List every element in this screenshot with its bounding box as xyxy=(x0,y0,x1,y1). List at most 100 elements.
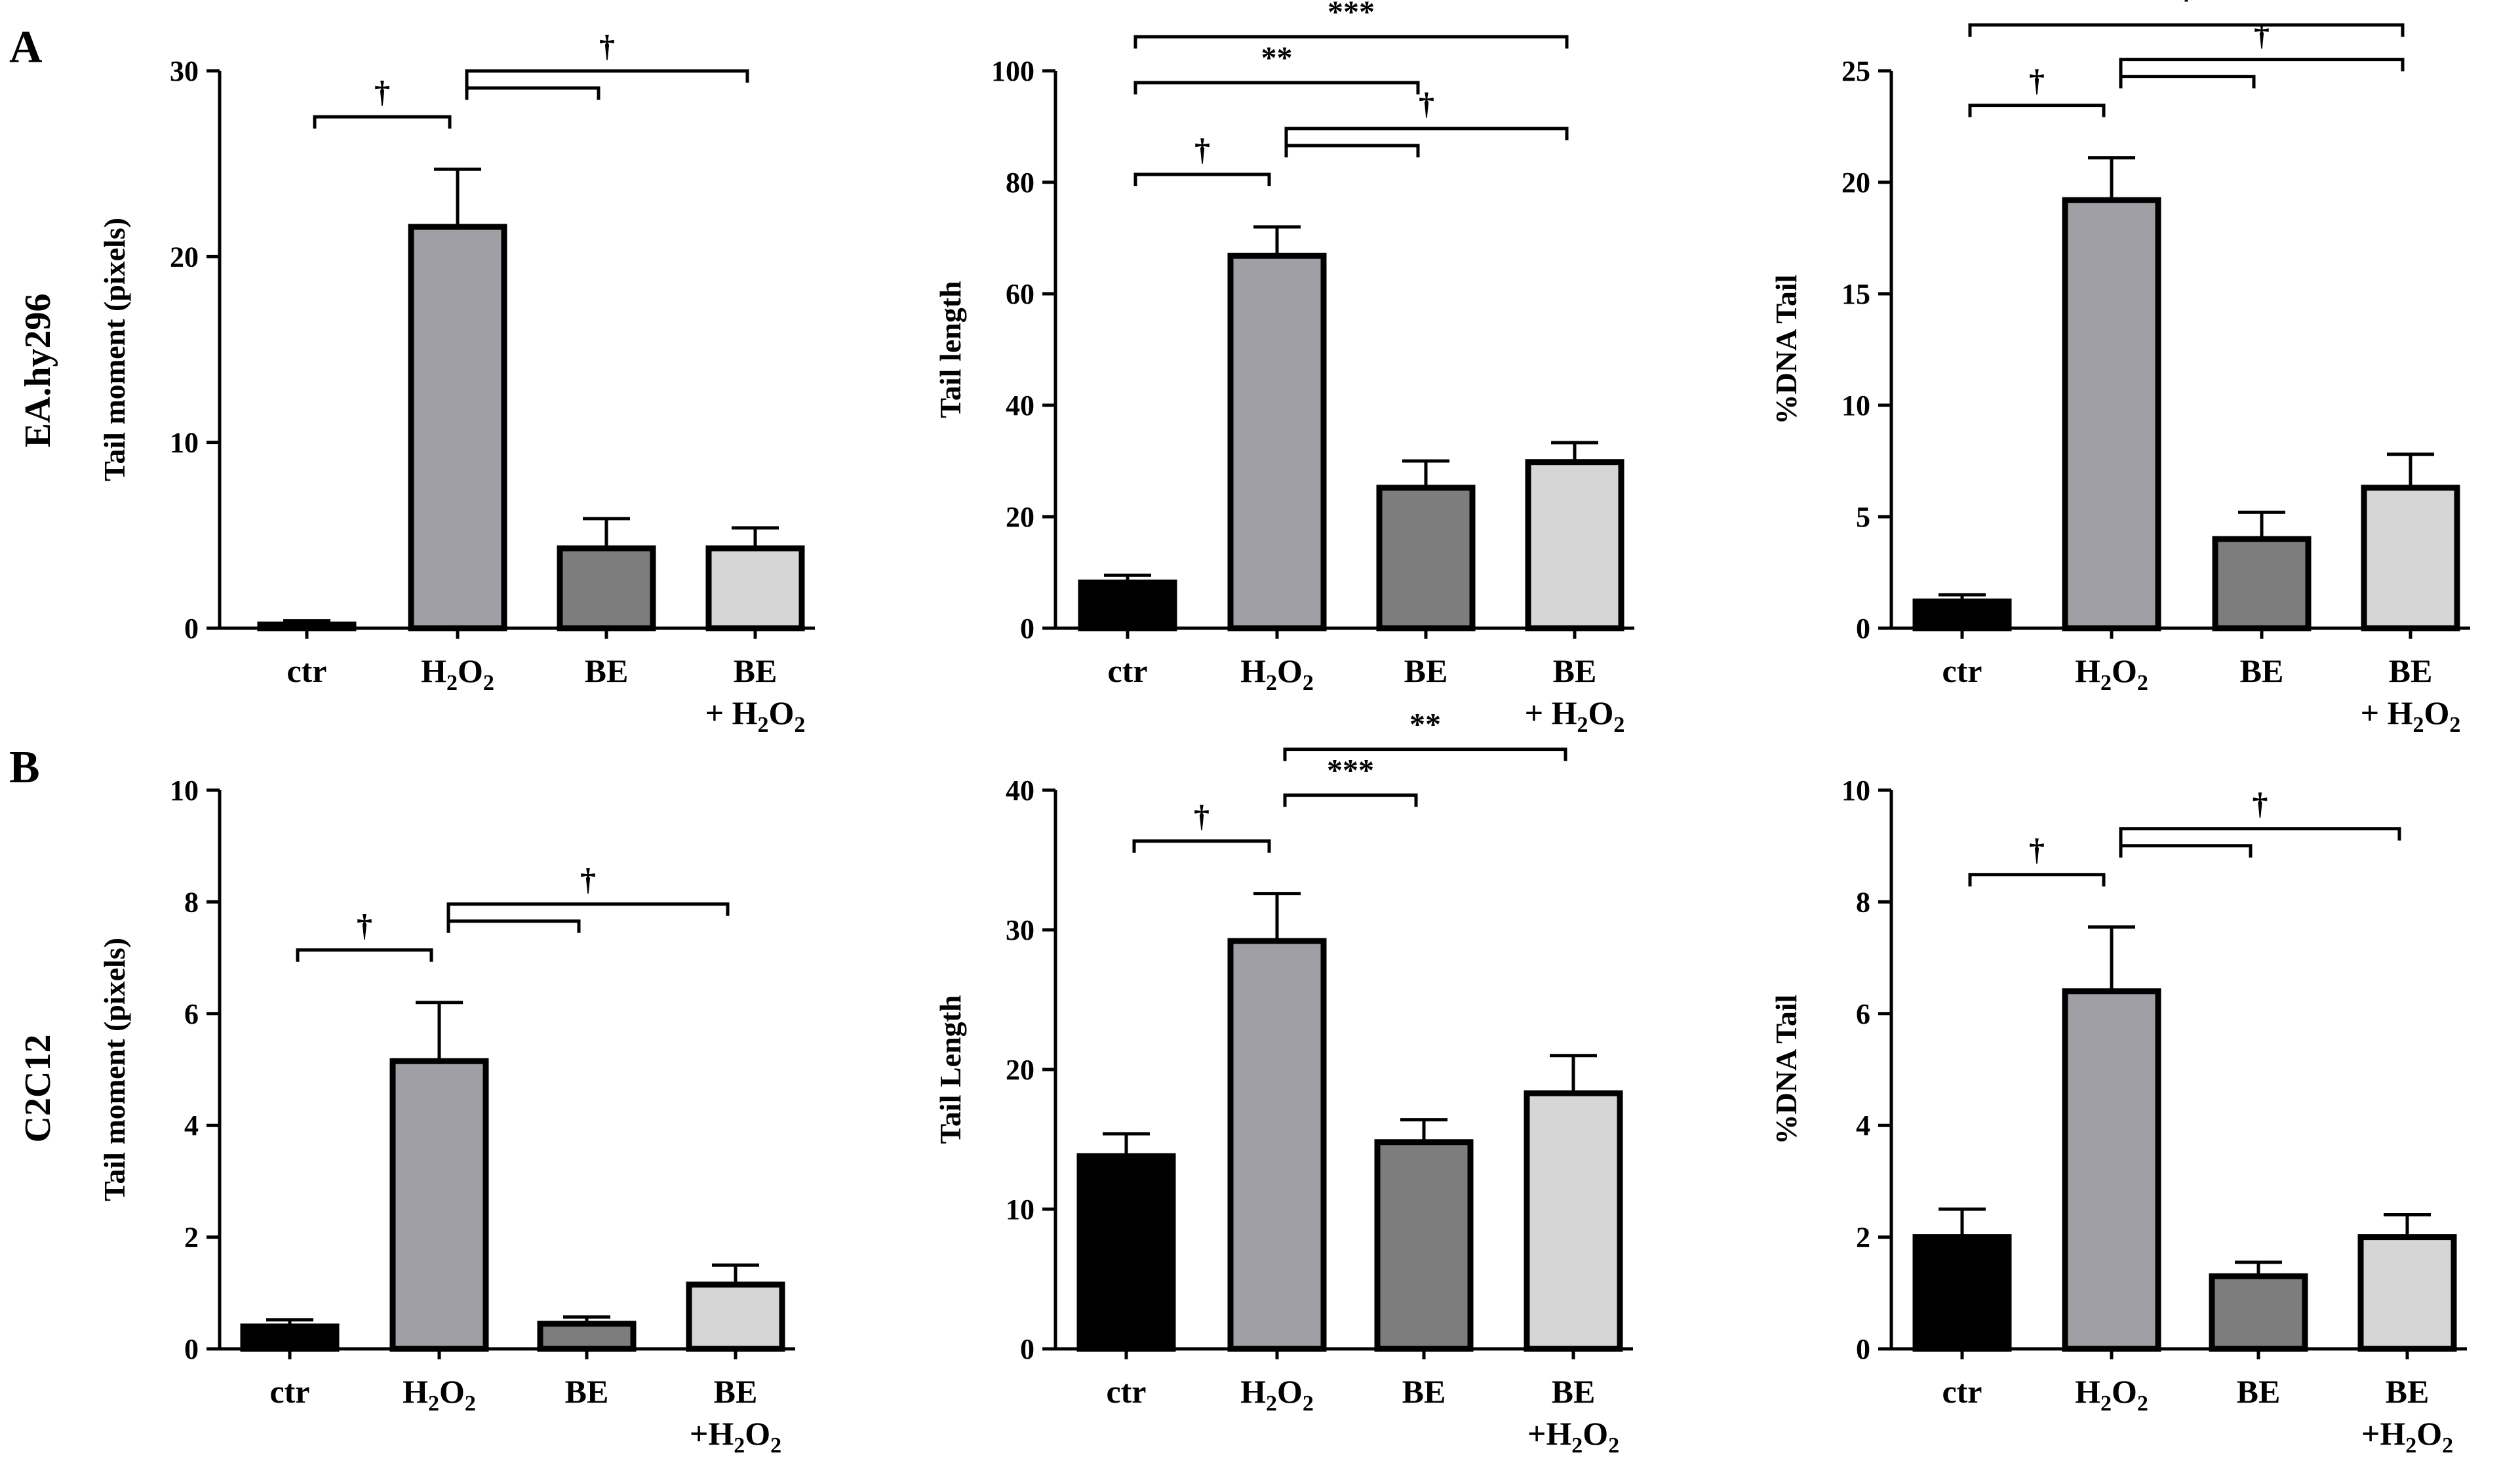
significance-bracket xyxy=(1968,873,2106,887)
category-label-be: BE xyxy=(585,652,629,689)
category-label-be-h2o2: BE xyxy=(1553,652,1597,689)
bar-be-h2o2 xyxy=(1524,1090,1623,1352)
significance-label: ** xyxy=(1261,41,1293,75)
category-label-h2o2: H2O2 xyxy=(1240,652,1314,695)
category-label-be-h2o2: BE xyxy=(714,1373,758,1410)
y-tick-label: 40 xyxy=(1006,774,1034,807)
significance-bracket xyxy=(1132,839,1271,853)
y-tick-label: 0 xyxy=(1020,1333,1034,1365)
category-label-be-h2o2: + H2O2 xyxy=(705,694,806,737)
bar-be xyxy=(557,545,656,631)
significance-label: *** xyxy=(1328,0,1375,30)
category-label-h2o2: H2O2 xyxy=(421,652,494,695)
y-tick-label: 2 xyxy=(184,1222,199,1254)
panel-letter-a: A xyxy=(9,22,43,73)
bar-ctr xyxy=(1912,598,2012,631)
significance-label: † xyxy=(1194,799,1210,834)
category-label-ctr: ctr xyxy=(1106,1373,1146,1410)
y-tick-label: 0 xyxy=(184,1333,199,1365)
category-label-be: BE xyxy=(1402,1373,1446,1410)
bar-ctr xyxy=(1912,1234,2012,1352)
bar-h2o2 xyxy=(1227,938,1327,1352)
significance-bracket xyxy=(1283,748,1567,761)
category-label-be: BE xyxy=(2240,652,2284,689)
y-tick-label: 8 xyxy=(184,886,199,918)
bar-h2o2 xyxy=(1227,252,1327,631)
category-label-h2o2: H2O2 xyxy=(2075,1373,2148,1416)
bar-h2o2 xyxy=(389,1058,489,1352)
bar-ctr xyxy=(1078,579,1177,631)
category-label-ctr: ctr xyxy=(286,652,326,689)
y-axis-label: Tail moment (pixels) xyxy=(98,218,131,481)
y-tick-label: 25 xyxy=(1841,55,1870,87)
category-label-be-h2o2: BE xyxy=(2389,652,2433,689)
significance-bracket xyxy=(448,919,581,933)
significance-bracket xyxy=(467,86,600,100)
significance-bracket xyxy=(1968,104,2106,117)
bar-be xyxy=(2212,536,2312,631)
y-tick-label: 0 xyxy=(1856,612,1870,645)
significance-label: † xyxy=(599,29,615,64)
chart-1: 0 20 40 60 80 100 Tail length ctr H2O2 BE BE + H2O2… xyxy=(934,0,1634,737)
chart-5: 0 2 4 6 8 10 %DNA Tail ctr H2O2 BE BE +H2O2 † † xyxy=(1769,774,2467,1458)
bar-be xyxy=(2209,1273,2308,1352)
significance-bracket xyxy=(446,902,730,933)
bar-be xyxy=(1374,1139,1474,1352)
category-label-ctr: ctr xyxy=(1107,652,1147,689)
category-label-be-h2o2: +H2O2 xyxy=(2361,1415,2453,1458)
category-label-h2o2: H2O2 xyxy=(1240,1373,1314,1416)
y-tick-label: 10 xyxy=(170,427,199,459)
significance-bracket xyxy=(1286,144,1420,157)
y-axis-label: Tail length xyxy=(934,281,967,418)
category-label-h2o2: H2O2 xyxy=(403,1373,476,1416)
y-tick-label: 20 xyxy=(170,241,199,273)
category-label-h2o2: H2O2 xyxy=(2075,652,2148,695)
y-axis-label: %DNA Tail xyxy=(1769,995,1803,1145)
significance-label: † xyxy=(2029,64,2045,98)
bar-be xyxy=(1376,485,1476,631)
category-label-ctr: ctr xyxy=(269,1373,309,1410)
y-tick-label: 0 xyxy=(1856,1333,1870,1365)
y-tick-label: 10 xyxy=(1006,1193,1034,1226)
significance-label: *** xyxy=(1327,753,1374,788)
significance-label: † xyxy=(1194,132,1210,167)
row-label-c2c12: C2C12 xyxy=(18,1035,58,1143)
bar-be-h2o2 xyxy=(686,1281,785,1352)
y-axis-label: %DNA Tail xyxy=(1769,275,1803,425)
category-label-be: BE xyxy=(2237,1373,2281,1410)
significance-label: † xyxy=(357,908,372,943)
y-tick-label: 0 xyxy=(184,612,199,645)
bar-h2o2 xyxy=(408,224,507,631)
significance-label: † xyxy=(2029,833,2045,868)
significance-bracket xyxy=(2121,75,2256,89)
category-label-be: BE xyxy=(1404,652,1448,689)
y-tick-label: 5 xyxy=(1856,501,1870,533)
significance-label: ** xyxy=(1409,708,1441,742)
bar-be xyxy=(537,1321,637,1352)
y-tick-label: 2 xyxy=(1856,1222,1870,1254)
bar-ctr xyxy=(1076,1153,1176,1352)
significance-label: † xyxy=(580,862,596,897)
bar-be-h2o2 xyxy=(1525,459,1624,631)
bar-be-h2o2 xyxy=(705,545,805,631)
y-tick-label: 10 xyxy=(1841,390,1870,422)
y-tick-label: 6 xyxy=(1856,998,1870,1030)
y-axis-label: Tail moment (pixels) xyxy=(98,938,131,1201)
bar-h2o2 xyxy=(2062,197,2161,631)
significance-bracket xyxy=(2121,844,2253,858)
chart-0: 0 10 20 30 Tail moment (pixels) ctr H2O2 BE BE + … xyxy=(98,29,815,737)
significance-bracket xyxy=(1284,127,1569,157)
bar-h2o2 xyxy=(2062,988,2161,1352)
significance-bracket xyxy=(2119,827,2401,858)
significance-label: * xyxy=(2178,0,2194,18)
chart-2: 0 5 10 15 20 25 %DNA Tail ctr H2O2 BE BE + H2O2 † † * xyxy=(1769,0,2470,737)
y-tick-label: 80 xyxy=(1006,167,1034,199)
bar-ctr xyxy=(240,1323,340,1352)
y-tick-label: 20 xyxy=(1006,501,1034,533)
y-axis-label: Tail Length xyxy=(934,995,967,1144)
row-label-ea-hy296: EA.hy296 xyxy=(18,294,58,448)
category-label-be-h2o2: BE xyxy=(2386,1373,2430,1410)
y-tick-label: 8 xyxy=(1856,886,1870,918)
significance-bracket xyxy=(1133,35,1569,49)
y-tick-label: 15 xyxy=(1841,278,1870,310)
